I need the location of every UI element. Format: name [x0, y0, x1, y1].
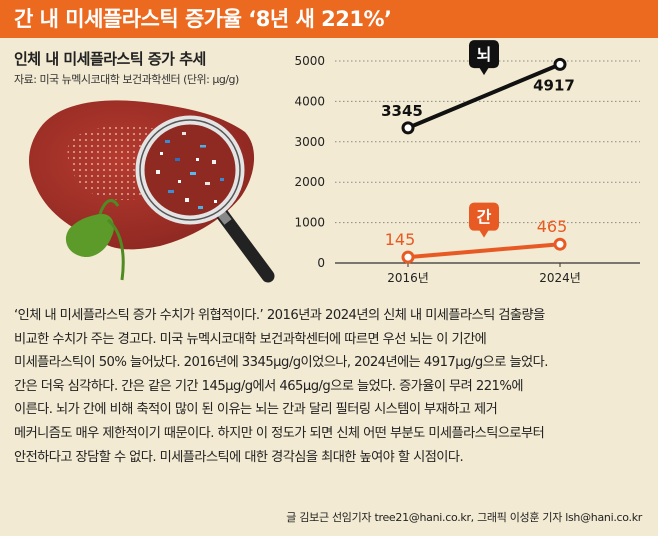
data-label: 3345 — [381, 102, 423, 120]
credit-line: 글 김보근 선임기자 tree21@hani.co.kr, 그래픽 이성훈 기자… — [286, 511, 642, 524]
y-tick-label: 2000 — [294, 175, 325, 189]
article-line: 미세플라스틱이 50% 늘어났다. 2016년에 3345μg/g이었으나, 2… — [14, 355, 548, 371]
series-tag-pointer — [479, 67, 489, 76]
y-tick-label: 0 — [317, 256, 325, 270]
magnifier-icon — [135, 115, 275, 283]
y-tick-label: 3000 — [294, 135, 325, 149]
series-line-뇌 — [406, 62, 562, 130]
headline: 간 내 미세플라스틱 증가율 ‘8년 새 221%’ — [14, 7, 392, 31]
headline-banner: 간 내 미세플라스틱 증가율 ‘8년 새 221%’ — [0, 0, 658, 38]
article-line: ‘인체 내 미세플라스틱 증가 수치가 위협적이다.’ 2016년과 2024년… — [14, 308, 545, 323]
series-line-간 — [406, 242, 562, 260]
article-body: ‘인체 내 미세플라스틱 증가 수치가 위협적이다.’ 2016년과 2024년… — [14, 304, 646, 469]
y-tick-label: 4000 — [294, 94, 325, 108]
series-tag-label: 간 — [477, 208, 492, 227]
data-label: 465 — [537, 217, 568, 236]
series-tag-bubble — [469, 40, 499, 69]
figure-source: 자료: 미국 뉴멕시코대학 보건과학센터 (단위: μg/g) — [14, 73, 239, 86]
x-tick-label: 2016년 — [387, 271, 429, 285]
data-point — [401, 250, 415, 264]
article-line: 안전하다고 장담할 수 없다. 미세플라스틱에 대한 경각심을 최대한 높여야 … — [14, 449, 464, 465]
line-chart: 0 1000 2000 3000 4000 5000 2016년 2024년 3345 4917 뇌… — [294, 40, 640, 285]
gallbladder-illustration — [65, 198, 125, 281]
article-line: 메커니즘도 매우 제한적이기 때문이다. 하지만 이 정도가 되면 신체 어떤 … — [14, 425, 545, 441]
data-point — [401, 121, 415, 135]
infographic-graphics: 0 1000 2000 3000 4000 5000 2016년 2024년 3345 4917 뇌… — [28, 40, 640, 285]
y-tick-label: 5000 — [294, 54, 325, 68]
y-tick-label: 1000 — [294, 216, 325, 230]
article-line: 이른다. 뇌가 간에 비해 축적이 많이 된 이유는 뇌는 간과 달리 필터링 … — [14, 402, 498, 418]
series-tag-label: 뇌 — [477, 45, 492, 64]
data-label: 145 — [385, 230, 416, 249]
data-point — [553, 237, 567, 251]
data-label: 4917 — [533, 76, 575, 94]
series-tag-bubble — [469, 202, 499, 231]
figure-subtitle: 인체 내 미세플라스틱 증가 추세 — [14, 50, 206, 68]
series-tag-pointer — [479, 229, 489, 238]
data-point — [553, 57, 567, 71]
microplastic-particles — [156, 132, 224, 209]
article-line: 간은 더욱 심각하다. 간은 같은 기간 145μg/g에서 465μg/g으로… — [14, 378, 524, 394]
x-tick-label: 2024년 — [539, 271, 581, 285]
article-line: 비교한 수치가 주는 경고다. 미국 뉴멕시코대학 보건과학센터에 따르면 우선… — [14, 331, 487, 347]
